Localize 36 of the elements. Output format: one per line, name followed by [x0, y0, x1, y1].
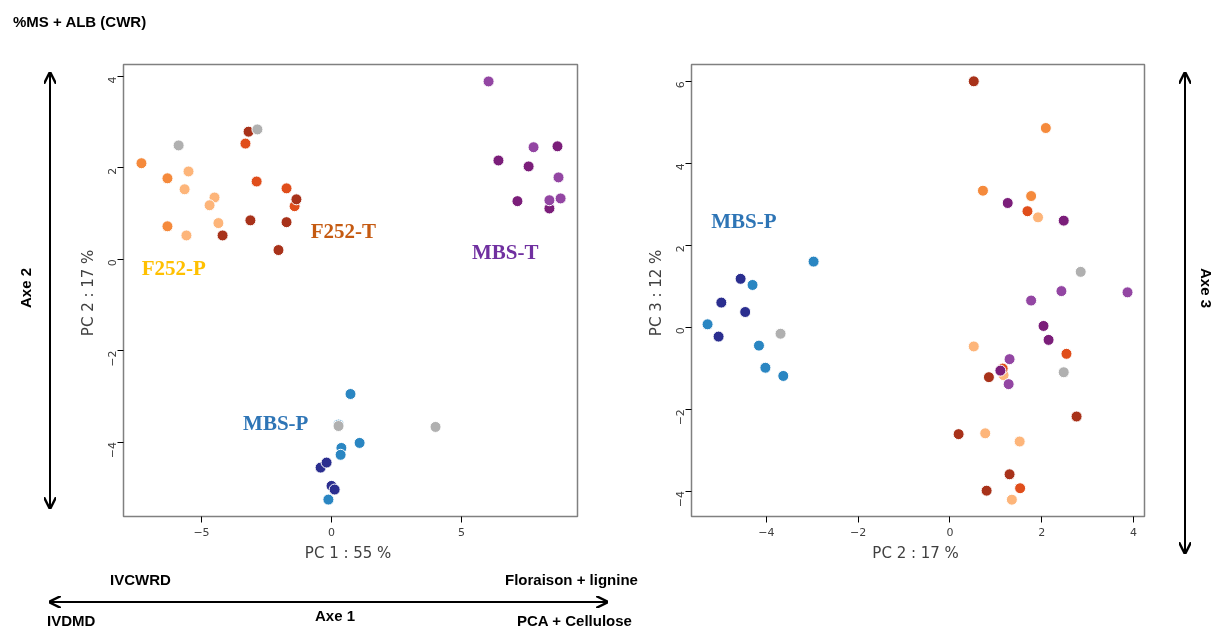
y-tick-label: −2 [106, 350, 120, 367]
x-tick-label: 4 [1129, 525, 1137, 539]
text: PCA + Cellulose [517, 611, 632, 629]
x-tick-label: −2 [850, 525, 867, 539]
y-tick-label: −4 [674, 491, 688, 508]
x-tick-label: 0 [946, 525, 954, 539]
annotation: F252-T [310, 219, 377, 244]
annotation: F252-P [141, 255, 207, 280]
text: Axe 1 [314, 606, 356, 624]
y-tick-label: 2 [674, 245, 688, 253]
text: IVDMD [47, 611, 96, 629]
y-tick-label: 0 [674, 327, 688, 335]
x-tick-label: 0 [328, 525, 336, 539]
y-tick-label: −4 [106, 442, 120, 459]
x-tick-label: 5 [458, 525, 466, 539]
text: Floraison + lignine [505, 570, 638, 588]
x-tick-label: −5 [193, 525, 210, 539]
y-axis-title: PC 2 : 17 % [78, 249, 97, 337]
text: %MS + ALB (CWR) [13, 12, 147, 30]
text: Axe 3 [1198, 267, 1214, 309]
y-tick-label: 2 [106, 167, 120, 175]
y-tick-label: −2 [674, 409, 688, 426]
y-tick-label: 0 [106, 259, 120, 267]
x-tick-label: 2 [1038, 525, 1046, 539]
x-tick-label: −4 [758, 525, 775, 539]
annotation: MBS-T [471, 239, 539, 264]
y-axis-title: PC 3 : 12 % [646, 249, 665, 337]
x-axis-title: PC 1 : 55 % [304, 543, 392, 562]
text: Axe 2 [16, 267, 34, 309]
y-tick-label: 4 [674, 163, 688, 171]
y-tick-label: 6 [674, 81, 688, 89]
text: IVCWRD [110, 570, 171, 588]
y-tick-label: 4 [106, 76, 120, 84]
annotation: MBS-P [243, 411, 309, 436]
x-axis-title: PC 2 : 17 % [872, 543, 959, 562]
annotation: MBS-P [711, 208, 777, 233]
